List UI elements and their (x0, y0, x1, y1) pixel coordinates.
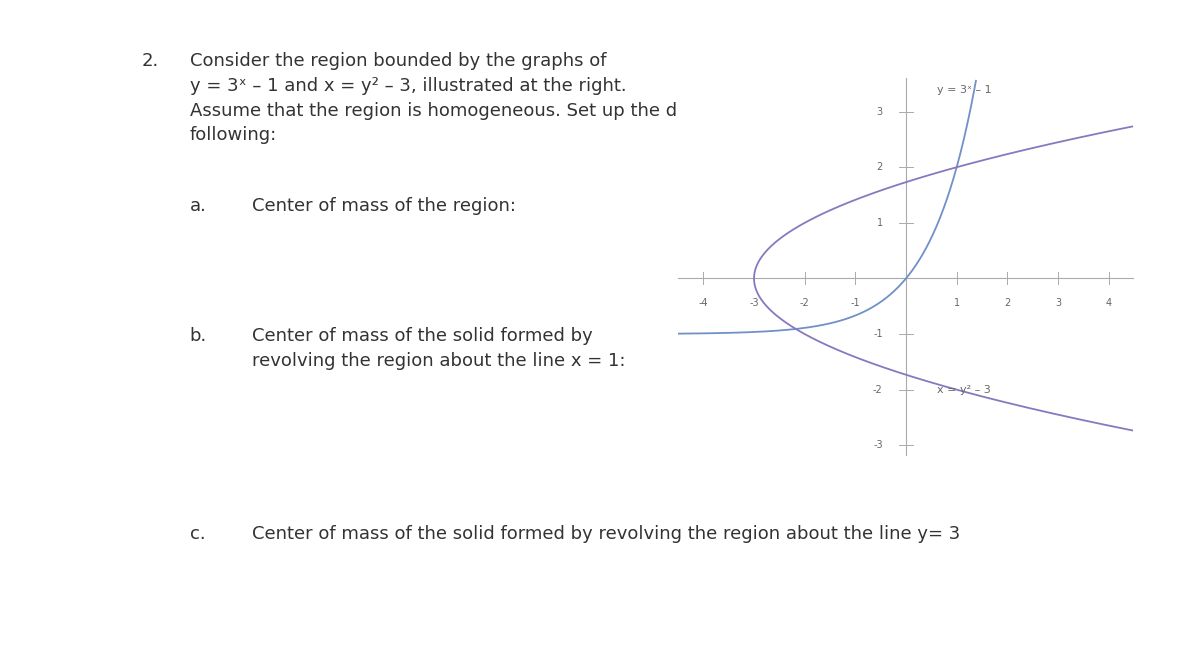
Text: 3: 3 (1055, 298, 1061, 308)
Text: -2: -2 (799, 298, 810, 308)
Text: revolving the region about the line x = 1:: revolving the region about the line x = … (252, 352, 625, 370)
Text: b.: b. (190, 327, 206, 346)
Text: -4: -4 (698, 298, 708, 308)
Text: -3: -3 (749, 298, 758, 308)
Text: -3: -3 (874, 440, 883, 451)
Text: -1: -1 (851, 298, 860, 308)
Text: Center of mass of the solid formed by: Center of mass of the solid formed by (252, 327, 593, 346)
Text: following:: following: (190, 126, 277, 145)
Text: 1: 1 (954, 298, 960, 308)
Text: Center of mass of the region:: Center of mass of the region: (252, 197, 516, 215)
Text: y = 3ˣ – 1: y = 3ˣ – 1 (937, 85, 992, 95)
Text: y = 3ˣ – 1 and x = y² – 3, illustrated at the right.: y = 3ˣ – 1 and x = y² – 3, illustrated a… (190, 77, 626, 95)
Text: c.: c. (190, 525, 205, 543)
Text: Consider the region bounded by the graphs of: Consider the region bounded by the graph… (190, 52, 606, 70)
Text: -1: -1 (874, 329, 883, 339)
Text: 2.: 2. (142, 52, 158, 70)
Text: 2: 2 (876, 162, 883, 172)
Text: 1: 1 (876, 218, 883, 228)
Text: -2: -2 (872, 385, 883, 394)
Text: Center of mass of the solid formed by revolving the region about the line y= 3: Center of mass of the solid formed by re… (252, 525, 960, 543)
Text: x = y² – 3: x = y² – 3 (937, 385, 991, 394)
Text: Assume that the region is homogeneous. Set up the definite integrals that give t: Assume that the region is homogeneous. S… (190, 102, 941, 120)
Text: 2: 2 (1004, 298, 1010, 308)
Text: 3: 3 (876, 107, 883, 117)
Text: 4: 4 (1105, 298, 1111, 308)
Text: a.: a. (190, 197, 206, 215)
